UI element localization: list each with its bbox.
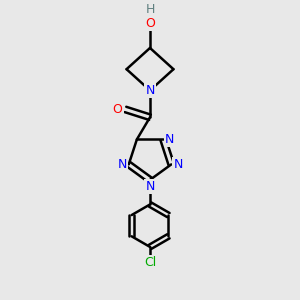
Text: N: N bbox=[165, 133, 175, 146]
Text: H: H bbox=[145, 4, 155, 16]
Text: N: N bbox=[173, 158, 183, 171]
Text: N: N bbox=[145, 84, 155, 97]
Text: N: N bbox=[117, 158, 127, 171]
Text: O: O bbox=[112, 103, 122, 116]
Text: N: N bbox=[145, 180, 155, 193]
Text: O: O bbox=[145, 17, 155, 30]
Text: Cl: Cl bbox=[144, 256, 156, 269]
